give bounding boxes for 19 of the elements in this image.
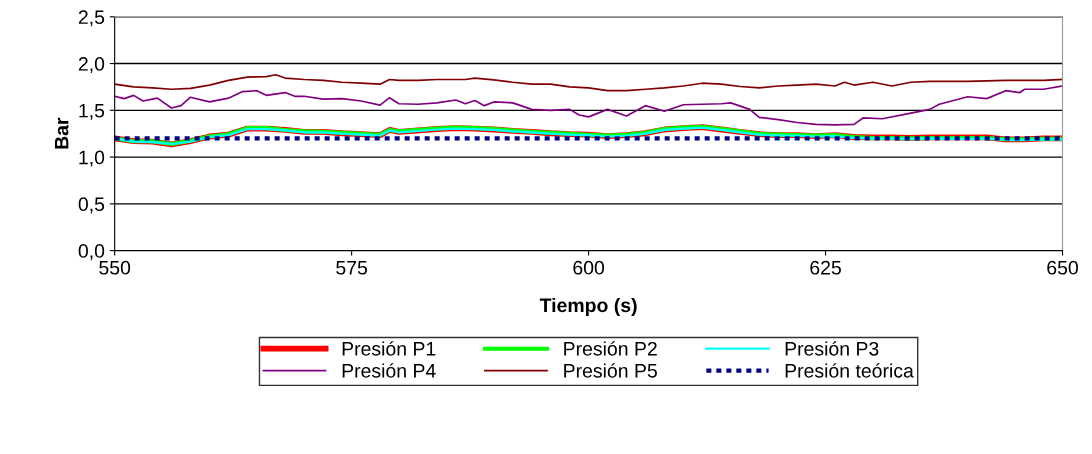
x-tick-label: 650 — [1047, 260, 1078, 275]
y-tick-label: 2,5 — [78, 10, 105, 27]
x-tick-label: 550 — [99, 260, 131, 275]
x-axis-title: Tiempo (s) — [539, 297, 637, 317]
legend-label: Presión P1 — [342, 341, 436, 356]
y-tick-label: 1,5 — [79, 103, 105, 120]
y-tick-label: 0,5 — [78, 197, 105, 214]
y-tick-label: 1,0 — [79, 150, 105, 167]
y-tick-label: 0,0 — [78, 244, 105, 261]
legend-label: Presión P4 — [342, 363, 436, 378]
legend-label: Presión P5 — [564, 363, 657, 378]
x-tick-label: 600 — [573, 260, 605, 275]
legend-label: Presión teórica — [785, 363, 914, 378]
legend-label: Presión P3 — [785, 341, 879, 356]
legend-label: Presión P2 — [564, 341, 657, 356]
x-tick-label: 625 — [810, 260, 841, 275]
y-axis-title: Bar — [54, 117, 69, 149]
y-tick-label: 2,0 — [78, 57, 105, 74]
x-tick-label: 575 — [336, 261, 368, 275]
